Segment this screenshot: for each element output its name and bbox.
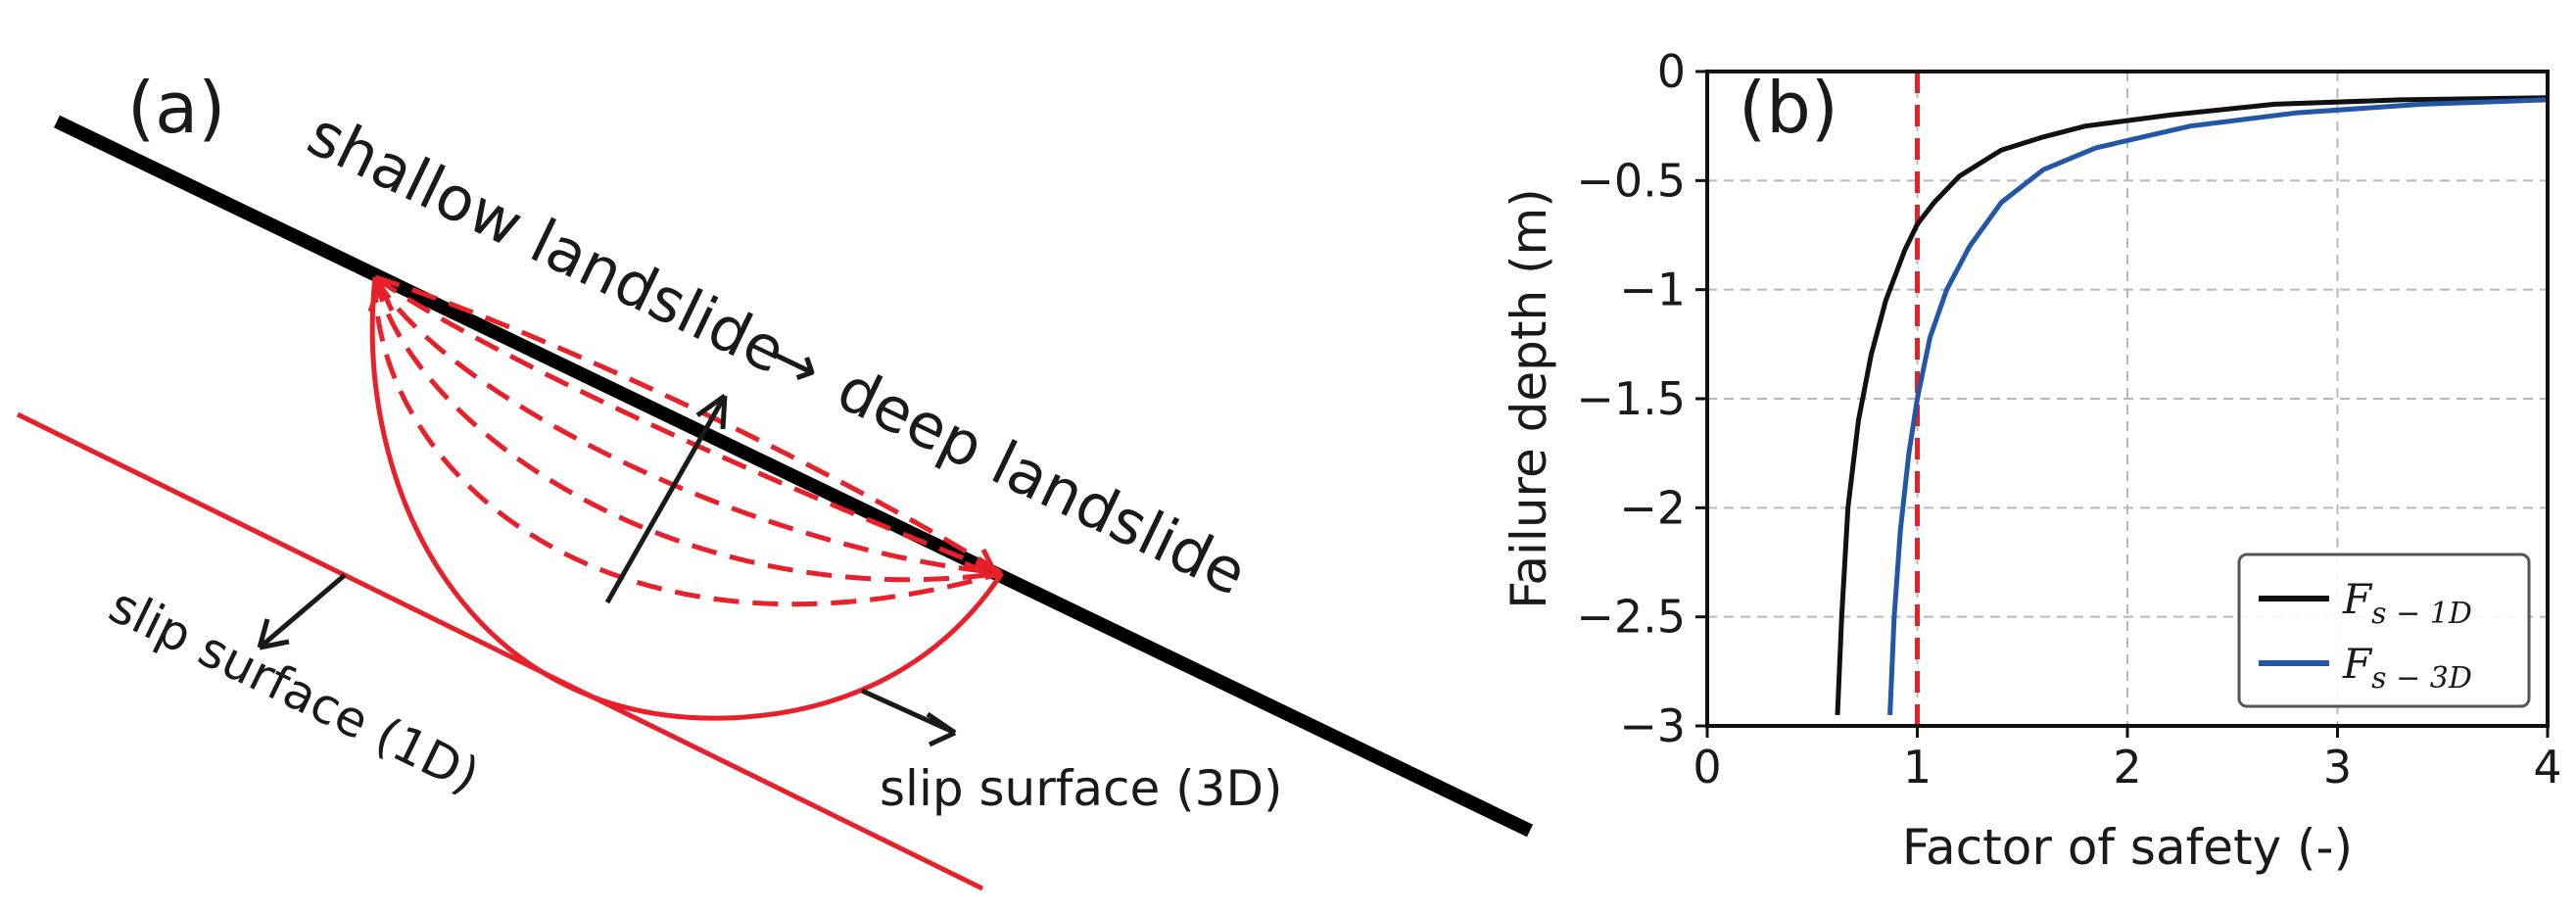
panel-b-chart: 0 1 2 3 4 0 −0.5 −1 −1.5 −2 −2.5 −3 (b) Factor of s…	[1501, 45, 2562, 876]
y-tick-label-5: −2.5	[1576, 591, 1686, 644]
y-tick-label-2: −1	[1619, 264, 1686, 316]
deepening-arrowhead-icon	[695, 393, 728, 430]
panel-a-label: (a)	[127, 67, 225, 149]
slip-1d-normal-arrow	[258, 573, 347, 649]
legend-box	[2237, 553, 2531, 708]
slope-caption: shallow landslide → deep landslide	[297, 98, 1257, 609]
slip-curve-dashed-4	[373, 274, 1003, 576]
series-line-2	[1887, 97, 2549, 716]
arc-end-arrowhead-icon	[964, 548, 1000, 580]
slip-surface-1d-line	[16, 411, 984, 891]
slip-1d-arrowhead-icon	[257, 618, 290, 650]
slip-3d-arrowhead-icon	[926, 711, 957, 747]
x-tick-label-3: 3	[2323, 741, 2352, 794]
y-tick-label-6: −3	[1619, 699, 1686, 752]
y-tick-label-1: −0.5	[1576, 154, 1686, 207]
x-tick-label-0: 0	[1693, 741, 1721, 794]
slip-curve-dashed-1	[372, 276, 1003, 607]
deepening-arrow-shaft	[604, 394, 728, 604]
legend-label-subscript-2: s − 3D	[2371, 661, 2472, 696]
panel-a-diagram: (a) shallow landslide → deep landslide	[16, 67, 1534, 891]
slip-surface-3d-arc	[369, 276, 1005, 721]
legend-label-subscript-1: s − 1D	[2371, 597, 2472, 631]
label-slip-3d: slip surface (3D)	[880, 760, 1282, 817]
x-tick-label-2: 2	[2113, 741, 2141, 794]
y-axis-title: Failure depth (m)	[1501, 188, 1557, 609]
x-axis-title: Factor of safety (-)	[1902, 819, 2353, 876]
ground-surface-line	[53, 115, 1534, 838]
x-tick-label-1: 1	[1903, 741, 1932, 794]
caption-deep: deep landslide	[827, 353, 1258, 609]
slip-curve-dashed-5	[374, 274, 1004, 576]
panel-b-label: (b)	[1739, 67, 1838, 149]
label-slip-1d: slip surface (1D)	[101, 577, 488, 805]
arc-start-arrowhead-icon	[367, 282, 395, 313]
axis-ticks: 0 1 2 3 4 0 −0.5 −1 −1.5 −2 −2.5 −3	[1576, 45, 2561, 794]
slip-3d-normal-arrow	[860, 688, 957, 736]
y-tick-label-3: −1.5	[1576, 372, 1686, 425]
series-line-1	[1835, 95, 2549, 716]
slip-curve-dashed-3	[372, 275, 1003, 576]
series-layer	[1835, 95, 2549, 716]
slip-surface-family	[369, 274, 1005, 721]
slip-curve-dashed-2	[372, 276, 1003, 583]
grid	[1707, 72, 2548, 726]
x-tick-label-4: 4	[2533, 741, 2561, 794]
y-tick-label-0: 0	[1657, 45, 1686, 98]
y-tick-label-4: −2	[1619, 481, 1686, 534]
